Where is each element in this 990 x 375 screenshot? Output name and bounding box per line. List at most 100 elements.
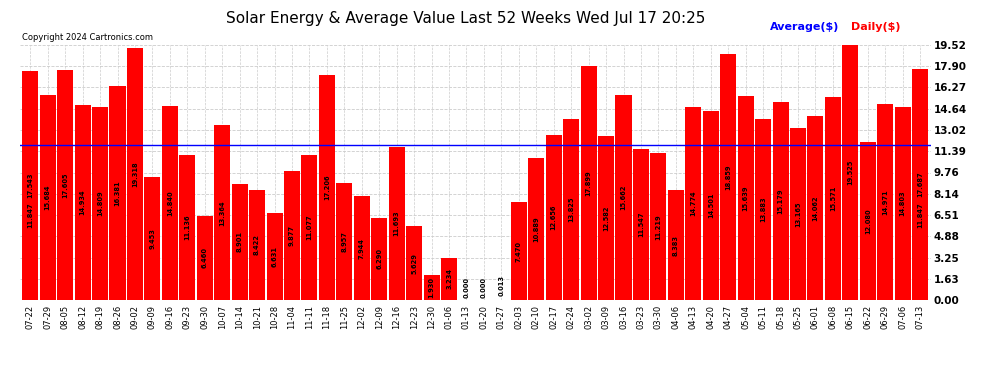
Text: 9.453: 9.453	[149, 228, 155, 249]
Bar	[755, 118, 771, 300]
Bar	[57, 70, 73, 300]
Bar	[74, 105, 91, 300]
Bar	[337, 183, 352, 300]
Text: Copyright 2024 Cartronics.com: Copyright 2024 Cartronics.com	[22, 33, 152, 42]
Text: 15.639: 15.639	[742, 185, 748, 211]
Text: 7.470: 7.470	[516, 241, 522, 262]
Text: 14.062: 14.062	[813, 195, 819, 221]
Text: 14.934: 14.934	[79, 190, 85, 215]
Text: 14.840: 14.840	[167, 190, 173, 216]
Bar	[511, 202, 527, 300]
Bar	[40, 95, 55, 300]
Text: 11.847: 11.847	[28, 202, 34, 228]
Bar	[859, 142, 876, 300]
Bar	[266, 213, 282, 300]
Text: 8.901: 8.901	[237, 231, 243, 252]
Text: 12.582: 12.582	[603, 205, 609, 231]
Text: 8.422: 8.422	[254, 234, 260, 255]
Bar	[353, 196, 370, 300]
Text: 13.364: 13.364	[219, 200, 225, 225]
Text: 6.460: 6.460	[202, 247, 208, 268]
Bar	[598, 136, 614, 300]
Bar	[738, 96, 753, 300]
Bar	[772, 102, 789, 300]
Text: 8.383: 8.383	[673, 235, 679, 256]
Text: 0.000: 0.000	[481, 277, 487, 298]
Bar	[877, 104, 893, 300]
Text: 15.662: 15.662	[621, 185, 627, 210]
Bar	[633, 149, 649, 300]
Bar	[92, 106, 108, 300]
Text: 7.944: 7.944	[358, 238, 364, 259]
Text: 17.687: 17.687	[917, 172, 923, 197]
Text: 12.080: 12.080	[865, 208, 871, 234]
Text: 11.136: 11.136	[184, 214, 190, 240]
Text: 15.684: 15.684	[45, 185, 50, 210]
Text: 17.605: 17.605	[62, 172, 68, 198]
Text: 13.825: 13.825	[568, 197, 574, 222]
Bar	[179, 154, 195, 300]
Bar	[441, 258, 457, 300]
Text: 10.889: 10.889	[534, 216, 540, 242]
Text: Solar Energy & Average Value Last 52 Weeks Wed Jul 17 20:25: Solar Energy & Average Value Last 52 Wee…	[226, 11, 705, 26]
Bar	[371, 218, 387, 300]
Text: Average($): Average($)	[770, 22, 840, 32]
Bar	[563, 119, 579, 300]
Text: 6.631: 6.631	[271, 246, 277, 267]
Bar	[249, 190, 265, 300]
Bar	[389, 147, 405, 300]
Text: 19.318: 19.318	[132, 161, 138, 187]
Bar	[825, 97, 841, 300]
Bar	[895, 106, 911, 300]
Text: 9.877: 9.877	[289, 225, 295, 246]
Bar	[110, 86, 126, 300]
Bar	[685, 107, 701, 300]
Text: 17.206: 17.206	[324, 175, 330, 200]
Bar	[912, 69, 929, 300]
Bar	[301, 155, 318, 300]
Text: 14.501: 14.501	[708, 192, 714, 218]
Bar	[580, 66, 597, 300]
Bar	[616, 95, 632, 300]
Text: 17.899: 17.899	[586, 170, 592, 196]
Text: 14.803: 14.803	[900, 190, 906, 216]
Bar	[214, 125, 231, 300]
Bar	[424, 275, 440, 300]
Text: 13.165: 13.165	[795, 201, 801, 227]
Bar	[545, 135, 561, 300]
Text: 11.547: 11.547	[638, 212, 644, 237]
Bar	[790, 128, 806, 300]
Text: 0.000: 0.000	[463, 277, 469, 298]
Bar	[529, 158, 545, 300]
Bar	[127, 48, 143, 300]
Bar	[650, 153, 666, 300]
Bar	[161, 106, 178, 300]
Text: 13.883: 13.883	[760, 196, 766, 222]
Text: 11.219: 11.219	[655, 214, 661, 240]
Text: 11.077: 11.077	[307, 215, 313, 240]
Bar	[22, 71, 39, 300]
Text: Daily($): Daily($)	[851, 22, 901, 32]
Bar	[319, 75, 335, 300]
Text: 11.847: 11.847	[917, 202, 923, 228]
Bar	[808, 116, 824, 300]
Text: 19.525: 19.525	[847, 160, 853, 185]
Text: 15.571: 15.571	[830, 186, 836, 211]
Text: 17.543: 17.543	[28, 172, 34, 198]
Text: 6.290: 6.290	[376, 248, 382, 269]
Text: 3.234: 3.234	[446, 268, 452, 290]
Text: 16.381: 16.381	[115, 180, 121, 206]
Text: 11.693: 11.693	[394, 211, 400, 236]
Text: 14.774: 14.774	[690, 190, 696, 216]
Bar	[668, 190, 684, 300]
Text: 15.179: 15.179	[777, 188, 783, 214]
Text: 8.957: 8.957	[342, 231, 347, 252]
Bar	[145, 177, 160, 300]
Bar	[232, 184, 248, 300]
Bar	[703, 111, 719, 300]
Bar	[720, 54, 737, 300]
Text: 0.013: 0.013	[498, 275, 504, 296]
Bar	[284, 171, 300, 300]
Text: 5.629: 5.629	[411, 253, 417, 274]
Bar	[842, 45, 858, 300]
